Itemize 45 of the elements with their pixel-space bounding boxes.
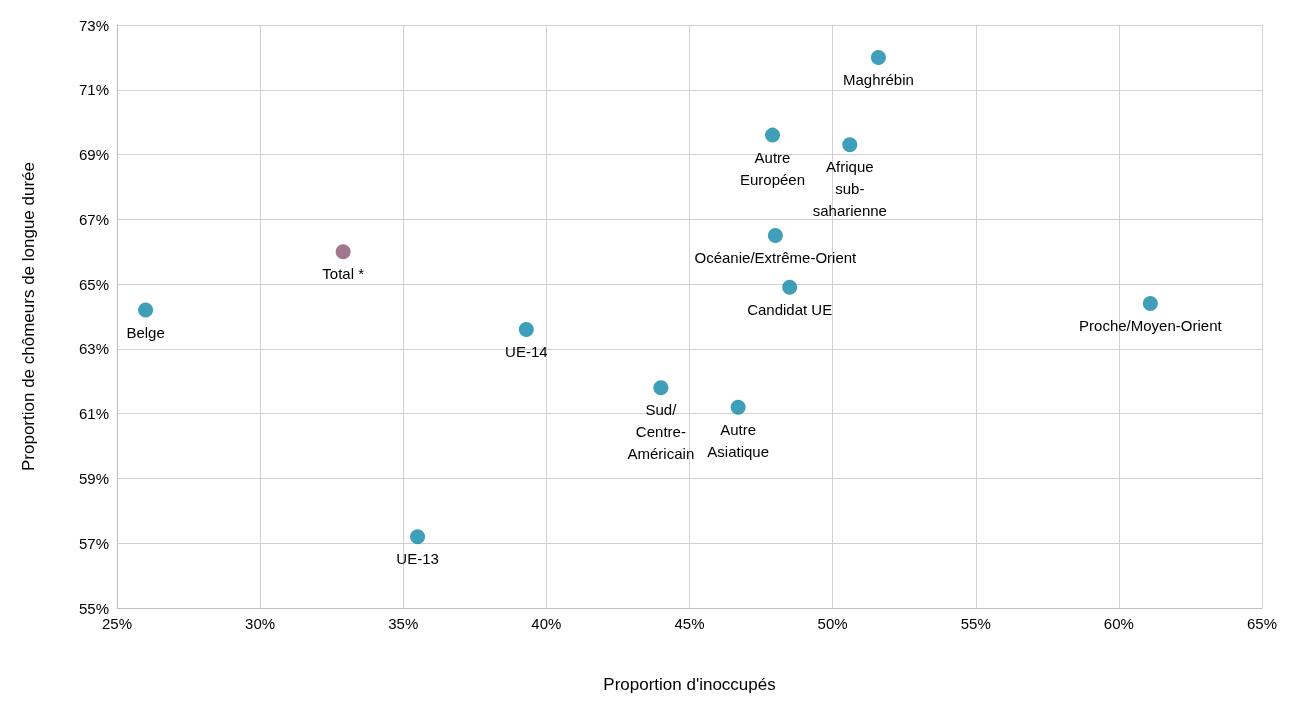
annotation: Maghrébin — [842, 70, 914, 88]
y-tick-label: 55% — [78, 599, 109, 617]
y-tick-label: 73% — [78, 16, 109, 34]
annotation: Afrique sub- saharienne — [812, 158, 887, 220]
annotation: Autre Européen — [739, 148, 806, 188]
point — [767, 228, 783, 244]
x-tick-label: 40% — [531, 615, 562, 632]
annotation: Océanie/Extrême-Orient — [694, 249, 858, 267]
point — [1142, 296, 1158, 312]
x-tick-label: 55% — [960, 615, 991, 632]
annotation: UE-14 — [505, 342, 548, 360]
x-tick-label: 45% — [674, 615, 705, 632]
point — [782, 279, 798, 295]
x-tick-label: 60% — [1103, 615, 1134, 632]
y-tick-label: 67% — [78, 210, 109, 228]
x-tick-label: 35% — [388, 615, 419, 632]
y-axis-title: Proportion de chômeurs de longue durée — [19, 161, 38, 472]
y-tick-label: 63% — [78, 340, 109, 358]
point — [870, 49, 886, 65]
point — [410, 529, 426, 545]
point — [138, 302, 154, 318]
x-tick-label: 50% — [817, 615, 848, 632]
annotation: Autre Asiatique — [707, 420, 770, 460]
y-tick-label: 65% — [78, 275, 109, 293]
point — [653, 380, 669, 396]
point — [730, 399, 746, 415]
annotation: Sud/ Centre- Américain — [627, 401, 695, 463]
annotation: Proche/Moyen-Orient — [1079, 317, 1223, 335]
y-tick-label: 57% — [78, 534, 109, 552]
annotation: Candidat UE — [747, 300, 833, 318]
point — [518, 321, 534, 337]
annotation: Belge — [126, 323, 165, 341]
x-tick-label: 25% — [101, 615, 133, 632]
point — [842, 137, 858, 153]
y-tick-label: 59% — [78, 469, 109, 487]
y-tick-label: 61% — [78, 405, 109, 423]
annotation: UE-13 — [396, 550, 439, 568]
y-tick-label: 69% — [78, 146, 109, 164]
point — [335, 244, 351, 260]
x-tick-label: 30% — [245, 615, 276, 632]
point — [765, 127, 781, 143]
x-tick-label: 65% — [1246, 615, 1278, 632]
y-tick-label: 71% — [78, 81, 109, 99]
x-axis-title: Proportion d'inoccupés — [603, 675, 776, 694]
annotation: Total * — [322, 265, 365, 283]
